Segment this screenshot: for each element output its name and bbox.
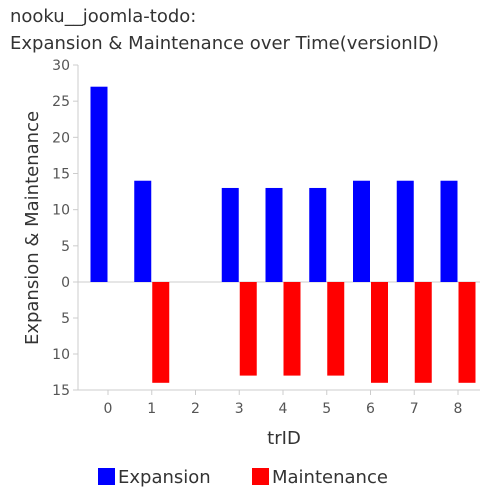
y-tick-label: 15 bbox=[52, 383, 70, 399]
y-tick-label: 10 bbox=[52, 203, 70, 219]
y-tick-label: 10 bbox=[52, 347, 70, 363]
legend-maintenance-swatch bbox=[252, 468, 269, 485]
chart-title-line-1: nooku__joomla-todo: bbox=[10, 6, 197, 27]
x-tick-label: 0 bbox=[104, 401, 113, 417]
maintenance-bar bbox=[283, 282, 301, 376]
legend: Expansion Maintenance bbox=[98, 467, 388, 488]
y-tick-label: 5 bbox=[61, 311, 70, 327]
x-tick-label: 5 bbox=[322, 401, 331, 417]
y-axis-title: Expansion & Maintenance bbox=[22, 111, 43, 345]
y-tick-label: 5 bbox=[61, 239, 70, 255]
maintenance-bar bbox=[371, 282, 388, 383]
y-tick-label: 15 bbox=[52, 167, 70, 183]
legend-maintenance-label: Maintenance bbox=[272, 467, 388, 488]
chart-title-line-2: Expansion & Maintenance over Time(versio… bbox=[10, 33, 439, 54]
x-tick-label: 1 bbox=[147, 401, 156, 417]
x-tick-label: 2 bbox=[191, 401, 200, 417]
expansion-bar bbox=[265, 187, 283, 282]
maintenance-bar bbox=[458, 282, 476, 383]
y-tick-label: 25 bbox=[52, 94, 70, 110]
y-tick-label: 20 bbox=[52, 130, 70, 146]
y-tick-label: 30 bbox=[52, 58, 70, 74]
expansion-bar bbox=[396, 180, 414, 282]
maintenance-bar bbox=[239, 282, 257, 376]
expansion-bar bbox=[309, 187, 327, 282]
expansion-bar bbox=[221, 187, 239, 282]
x-tick-label: 8 bbox=[454, 401, 463, 417]
expansion-bar bbox=[134, 180, 152, 282]
legend-expansion-swatch bbox=[98, 468, 115, 485]
x-tick-label: 3 bbox=[235, 401, 244, 417]
x-tick-label: 6 bbox=[366, 401, 375, 417]
maintenance-bar bbox=[152, 282, 170, 383]
bars bbox=[90, 86, 476, 383]
y-axis: 30 25 20 15 10 5 0 5 10 15 bbox=[52, 58, 79, 399]
x-axis-title: trID bbox=[267, 428, 301, 449]
expansion-bar bbox=[353, 180, 370, 282]
expansion-bar bbox=[90, 86, 108, 282]
maintenance-bar bbox=[327, 282, 345, 376]
maintenance-bar bbox=[414, 282, 432, 383]
x-tick-label: 4 bbox=[279, 401, 288, 417]
x-tick-label: 7 bbox=[410, 401, 419, 417]
y-tick-label: 0 bbox=[61, 275, 70, 291]
legend-expansion-label: Expansion bbox=[118, 467, 211, 488]
expansion-bar bbox=[440, 180, 458, 282]
